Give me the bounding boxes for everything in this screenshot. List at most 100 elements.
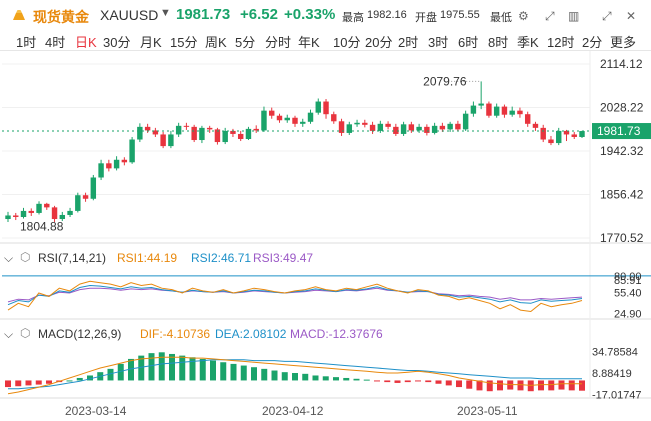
candle-body — [369, 124, 376, 131]
date-axis-label: 2023-03-14 — [65, 404, 127, 418]
candle-body — [113, 159, 120, 169]
price-axis-label: 1770.52 — [600, 231, 644, 245]
settings-icon[interactable]: ⚙ — [518, 9, 529, 23]
tab-18[interactable]: 2分 — [582, 35, 603, 50]
macd-bar — [261, 368, 268, 381]
bar-chart-icon[interactable]: ▥ — [568, 9, 580, 23]
instrument-code[interactable]: XAUUSD — [100, 7, 159, 23]
candle-body — [524, 114, 531, 124]
candle-body — [408, 124, 415, 131]
current-price-tag-bg — [592, 123, 651, 140]
macd-bar — [517, 380, 524, 391]
macd-bar — [107, 368, 114, 381]
tab-4[interactable]: 月K — [140, 35, 162, 50]
tab-13[interactable]: 3时 — [428, 35, 449, 50]
tab-3[interactable]: 30分 — [103, 35, 131, 50]
period-tabs: 1时 4时 日K 30分 月K 15分 周K 5分 分时 年K 10分 20分 2时 3时 6时 8时 季K 12… — [0, 30, 651, 51]
candle-body — [245, 128, 252, 140]
macd-axis-label: 34.78584 — [592, 347, 638, 359]
candle-body — [129, 139, 135, 163]
candle-body — [338, 121, 345, 133]
macd-bar — [210, 360, 216, 381]
candle-body — [137, 126, 143, 140]
macd-bar — [404, 380, 411, 383]
macd-bar — [87, 375, 93, 381]
macd-bar — [292, 373, 298, 381]
macd-bar — [76, 377, 83, 381]
candle-body — [571, 134, 577, 137]
macd-bar — [128, 358, 134, 381]
candle-body — [501, 106, 508, 115]
candle-body — [385, 123, 391, 127]
macd-bar — [322, 376, 329, 381]
tab-15[interactable]: 8时 — [488, 35, 509, 50]
rsi-collapse-icon[interactable]: ⌵ — [4, 251, 14, 265]
macd-bar — [374, 380, 380, 382]
tab-7[interactable]: 5分 — [235, 35, 256, 50]
candle-body — [556, 130, 562, 144]
candle-body — [106, 163, 112, 169]
macd-bar — [353, 378, 360, 381]
rsi2-line — [7, 284, 583, 306]
candle-body — [5, 215, 11, 220]
candle-body — [152, 130, 159, 135]
rsi-settings-icon[interactable]: ⬡ — [20, 250, 31, 264]
macd-bar — [46, 380, 52, 384]
rsi-axis-label: 80.00 — [614, 271, 642, 283]
macd-bar — [189, 357, 196, 381]
macd-label: MACD(12,26,9) — [38, 327, 122, 341]
open-value: 1975.55 — [440, 9, 480, 21]
instrument-name: 现货黄金 — [33, 9, 89, 25]
rsi-axis-label: 85.91 — [614, 275, 642, 287]
fullscreen-icon[interactable]: ⤢ — [602, 9, 612, 23]
macd-bar — [579, 380, 585, 391]
macd-bar — [568, 380, 575, 391]
candle-body — [323, 101, 329, 115]
candle-body — [44, 203, 50, 208]
macd-bar — [435, 380, 442, 384]
price-axis-label: 2028.22 — [600, 101, 644, 115]
high-value: 1982.16 — [367, 9, 407, 21]
tab-16[interactable]: 季K — [517, 35, 539, 50]
candle-body — [393, 126, 399, 134]
tab-11[interactable]: 20分 — [365, 35, 393, 50]
high-label: 最高 — [342, 12, 364, 24]
max-annotation: 2079.76 — [423, 74, 467, 88]
tab-8[interactable]: 分时 — [265, 35, 292, 50]
tab-19[interactable]: 更多 — [610, 35, 637, 50]
tab-17[interactable]: 12时 — [547, 35, 575, 50]
expand-icon[interactable]: ⤢ — [545, 9, 555, 23]
candle-body — [354, 122, 360, 125]
candle-body — [75, 195, 81, 211]
macd-bar — [343, 377, 350, 381]
tab-12[interactable]: 2时 — [398, 35, 419, 50]
tab-2[interactable]: 日K — [75, 35, 97, 50]
candle-body — [253, 128, 259, 131]
tab-14[interactable]: 6时 — [458, 35, 479, 50]
chevron-down-icon[interactable]: ▼ — [160, 7, 171, 19]
macd-bar — [240, 365, 247, 381]
macd-collapse-icon[interactable]: ⌵ — [4, 327, 14, 341]
price-axis-label: 2114.12 — [600, 57, 643, 71]
candle-body — [416, 126, 422, 131]
macd-bar — [66, 380, 73, 382]
candle-body — [261, 110, 267, 131]
candle-body — [191, 126, 197, 141]
macd-bar — [35, 380, 42, 385]
tab-9[interactable]: 年K — [298, 35, 320, 50]
macd-settings-icon[interactable]: ⬡ — [20, 326, 31, 340]
tab-5[interactable]: 15分 — [170, 35, 198, 50]
candle-body — [346, 124, 353, 133]
candle-body — [486, 103, 492, 116]
candle-body — [13, 215, 19, 217]
rsi1-line — [7, 280, 583, 313]
tab-0[interactable]: 1时 — [16, 35, 37, 50]
tab-10[interactable]: 10分 — [333, 35, 361, 50]
candle-body — [307, 112, 314, 122]
candle-body — [431, 125, 438, 133]
macd-bar — [179, 355, 186, 381]
tab-1[interactable]: 4时 — [45, 35, 66, 50]
tab-6[interactable]: 周K — [205, 35, 227, 50]
close-icon[interactable]: ✕ — [626, 9, 637, 23]
macd-dif-value: DIF:-4.10736 — [140, 327, 211, 341]
